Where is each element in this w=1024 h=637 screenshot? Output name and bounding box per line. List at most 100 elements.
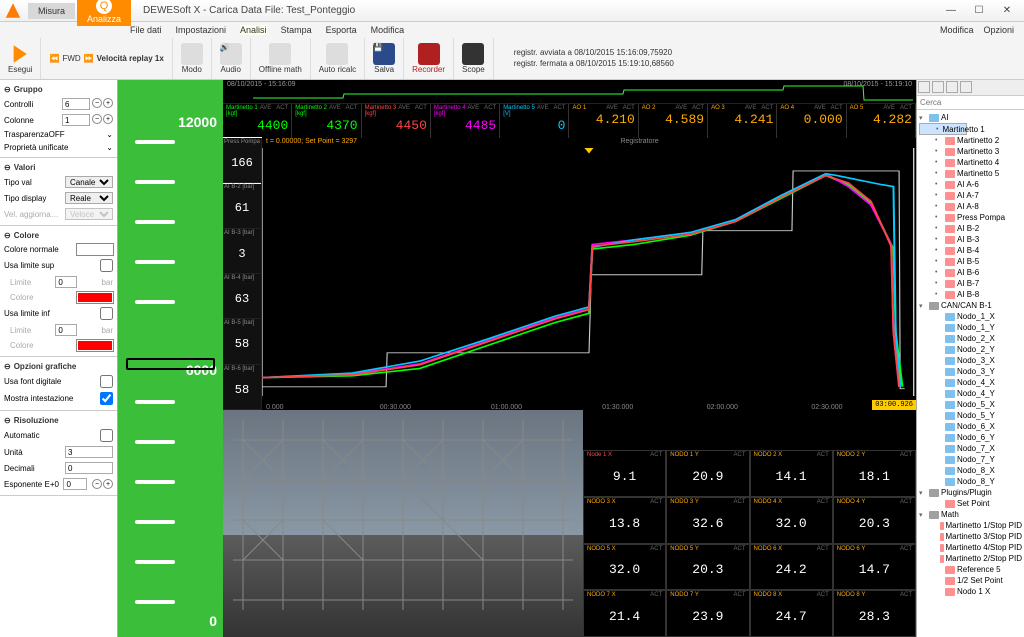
rib-recorder[interactable]: Recorder bbox=[404, 38, 454, 79]
tree-item[interactable]: •Press Pompa bbox=[919, 212, 1022, 223]
tree-item[interactable]: •AI B-5 bbox=[919, 256, 1022, 267]
tree-item[interactable]: Nodo_2_Y bbox=[919, 344, 1022, 355]
rib-autocalc[interactable]: Auto ricalc bbox=[311, 38, 365, 79]
menu-item[interactable]: Modifica bbox=[371, 25, 405, 35]
channel-tree[interactable]: ▾AI•Martinetto 1•Martinetto 2•Martinetto… bbox=[917, 110, 1024, 637]
tree-item[interactable]: •Martinetto 3 bbox=[919, 146, 1022, 157]
rib-play[interactable]: Esegui bbox=[0, 38, 41, 79]
tree-item[interactable]: •AI B-4 bbox=[919, 245, 1022, 256]
gauge-cursor[interactable] bbox=[126, 358, 215, 370]
tree-item[interactable]: •AI B-3 bbox=[919, 234, 1022, 245]
tree-item[interactable]: •AI B-6 bbox=[919, 267, 1022, 278]
tree-item[interactable]: Nodo 1 X bbox=[919, 586, 1022, 597]
tree-item[interactable]: •Martinetto 4 bbox=[919, 157, 1022, 168]
menu-item[interactable]: Analisi bbox=[240, 25, 267, 35]
controls-input[interactable] bbox=[62, 98, 90, 110]
tree-item[interactable]: Nodo_7_X bbox=[919, 443, 1022, 454]
rib-modo[interactable]: Modo bbox=[173, 38, 212, 79]
tree-item[interactable]: Nodo_5_Y bbox=[919, 410, 1022, 421]
menu-item[interactable]: Esporta bbox=[326, 25, 357, 35]
tree-item[interactable]: Nodo_1_X bbox=[919, 311, 1022, 322]
auto-check[interactable] bbox=[100, 429, 113, 442]
tree-item[interactable]: •AI B-8 bbox=[919, 289, 1022, 300]
tree-item[interactable]: Martinetto 3/Stop PID bbox=[919, 531, 1022, 542]
spin-up[interactable]: + bbox=[103, 98, 113, 108]
maximize-button[interactable]: ☐ bbox=[966, 2, 992, 20]
menu-item[interactable]: Impostazioni bbox=[176, 25, 227, 35]
rib-speed[interactable]: ⏪FWD⏩Velocità replay 1x bbox=[41, 38, 172, 79]
chevron-icon[interactable]: ⌄ bbox=[106, 130, 113, 139]
close-button[interactable]: ✕ bbox=[994, 2, 1020, 20]
tree-item[interactable]: Nodo_4_X bbox=[919, 377, 1022, 388]
sec-gruppo[interactable]: ⊖ Gruppo bbox=[4, 83, 113, 96]
tree-item[interactable]: •AI A-7 bbox=[919, 190, 1022, 201]
tool-icon[interactable] bbox=[960, 81, 972, 93]
menu-edit[interactable]: Modifica bbox=[940, 25, 974, 35]
tree-item[interactable]: Nodo_3_Y bbox=[919, 366, 1022, 377]
font-check[interactable] bbox=[100, 375, 113, 388]
colonne-input[interactable] bbox=[62, 114, 90, 126]
tipodisp-select[interactable]: Reale bbox=[65, 192, 113, 204]
tree-item[interactable]: Nodo_7_Y bbox=[919, 454, 1022, 465]
tree-item[interactable]: Nodo_1_Y bbox=[919, 322, 1022, 333]
espon-input[interactable] bbox=[63, 478, 87, 490]
tree-item[interactable]: Martinetto 2/Stop PID bbox=[919, 553, 1022, 564]
tree-item[interactable]: Nodo_6_X bbox=[919, 421, 1022, 432]
liminf-input[interactable] bbox=[55, 324, 77, 336]
menu-item[interactable]: Stampa bbox=[281, 25, 312, 35]
tree-item[interactable]: •Martinetto 2 bbox=[919, 135, 1022, 146]
col-sup-swatch[interactable] bbox=[77, 292, 113, 303]
tree-item[interactable]: •AI A-6 bbox=[919, 179, 1022, 190]
rib-audio[interactable]: 🔊Audio bbox=[212, 38, 251, 79]
spin-down[interactable]: − bbox=[92, 114, 102, 124]
spin-down[interactable]: − bbox=[92, 98, 102, 108]
tree-item[interactable]: Nodo_3_X bbox=[919, 355, 1022, 366]
tree-item[interactable]: Nodo_6_Y bbox=[919, 432, 1022, 443]
sec-colore[interactable]: ⊖ Colore bbox=[4, 229, 113, 242]
tree-item[interactable]: •AI A-8 bbox=[919, 201, 1022, 212]
tool-icon[interactable] bbox=[918, 81, 930, 93]
spin-up[interactable]: + bbox=[103, 114, 113, 124]
tree-item[interactable]: Martinetto 1/Stop PID bbox=[919, 520, 1022, 531]
tool-icon[interactable] bbox=[946, 81, 958, 93]
tool-icon[interactable] bbox=[932, 81, 944, 93]
sec-valori[interactable]: ⊖ Valori bbox=[4, 161, 113, 174]
tree-item[interactable]: Nodo_2_X bbox=[919, 333, 1022, 344]
tree-item[interactable]: Nodo_5_X bbox=[919, 399, 1022, 410]
tree-item[interactable]: Set Point bbox=[919, 498, 1022, 509]
timeline-overview[interactable]: 08/10/2015 - 15:16:09 08/10/2015 - 15:19… bbox=[223, 80, 916, 104]
main-chart[interactable]: t = 0.00000; Set Point = 3297 Registrato… bbox=[261, 138, 916, 410]
tree-item[interactable]: Nodo_4_Y bbox=[919, 388, 1022, 399]
minimize-button[interactable]: — bbox=[938, 2, 964, 20]
tab-analizza[interactable]: Q Analizza bbox=[77, 0, 131, 26]
tree-item[interactable]: ▾AI bbox=[919, 112, 1022, 123]
tree-item[interactable]: •AI B-7 bbox=[919, 278, 1022, 289]
rib-salva[interactable]: 💾Salva bbox=[365, 38, 404, 79]
chevron-icon[interactable]: ⌄ bbox=[106, 143, 113, 152]
menu-item[interactable]: File dati bbox=[130, 25, 162, 35]
tree-item[interactable]: ▾CAN/CAN B-1 bbox=[919, 300, 1022, 311]
search-input[interactable] bbox=[917, 96, 1024, 109]
tree-item[interactable]: Martinetto 4/Stop PID bbox=[919, 542, 1022, 553]
tree-item[interactable]: •AI B-2 bbox=[919, 223, 1022, 234]
tab-misura[interactable]: Misura bbox=[28, 3, 75, 19]
liminf-check[interactable] bbox=[100, 307, 113, 320]
tree-item[interactable]: •Martinetto 5 bbox=[919, 168, 1022, 179]
col-normale-swatch[interactable] bbox=[77, 244, 113, 255]
limsup-check[interactable] bbox=[100, 259, 113, 272]
intest-check[interactable] bbox=[100, 392, 113, 405]
tree-item[interactable]: 1/2 Set Point bbox=[919, 575, 1022, 586]
rib-offline-math[interactable]: Offline math bbox=[251, 38, 311, 79]
tree-item[interactable]: ▾Plugins/Plugin bbox=[919, 487, 1022, 498]
tree-item[interactable]: Nodo_8_Y bbox=[919, 476, 1022, 487]
sec-risol[interactable]: ⊖ Risoluzione bbox=[4, 414, 113, 427]
unita-input[interactable] bbox=[65, 446, 113, 458]
tree-item[interactable]: Nodo_8_X bbox=[919, 465, 1022, 476]
spin-up[interactable]: + bbox=[103, 479, 113, 489]
tree-item[interactable]: Reference 5 bbox=[919, 564, 1022, 575]
limsup-input[interactable] bbox=[55, 276, 77, 288]
rib-scope[interactable]: Scope bbox=[454, 38, 494, 79]
vel-select[interactable]: Veloce (0,1 s) bbox=[65, 208, 113, 220]
col-inf-swatch[interactable] bbox=[77, 340, 113, 351]
tipoval-select[interactable]: Canale bbox=[65, 176, 113, 188]
